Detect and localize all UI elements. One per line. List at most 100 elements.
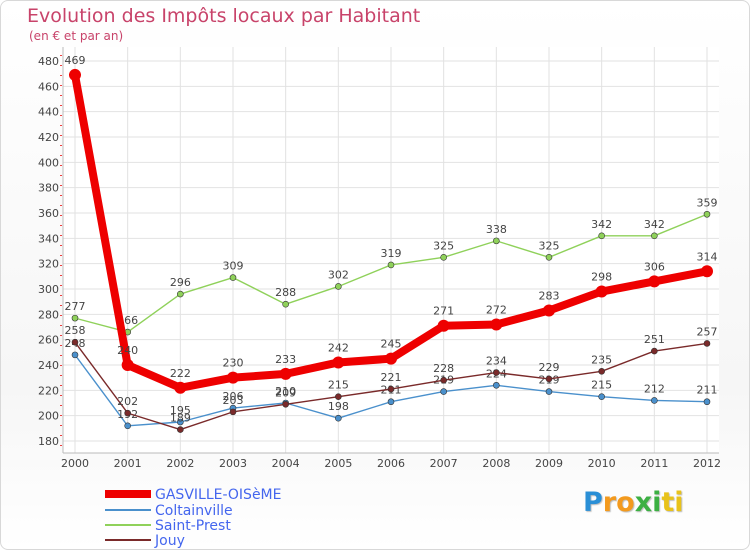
data-label: 342 (644, 218, 665, 231)
data-point (440, 254, 447, 261)
data-point (71, 314, 79, 322)
y-tick-label: 220 (38, 384, 59, 397)
y-tick-label: 380 (38, 182, 59, 195)
data-label: 288 (275, 286, 296, 299)
data-point (545, 388, 553, 395)
logo-letter: P (583, 487, 603, 518)
legend-label: Saint-Prest (155, 518, 231, 534)
data-label: 229 (539, 361, 560, 374)
data-label: 296 (170, 276, 191, 289)
data-point (651, 347, 658, 355)
data-point (595, 285, 608, 298)
logo-letter: i (674, 487, 684, 518)
data-label: 245 (381, 338, 402, 351)
x-tick-label: 2011 (640, 457, 668, 470)
data-label: 215 (328, 379, 349, 392)
y-tick-label: 440 (38, 106, 59, 119)
data-point (437, 319, 450, 332)
data-point (648, 275, 661, 288)
data-label: 314 (697, 250, 718, 263)
x-tick-label: 2005 (324, 457, 352, 470)
legend-label: GASVILLE-OISèME (155, 487, 281, 503)
logo-letter: r (602, 487, 617, 518)
data-label: 221 (381, 371, 402, 384)
x-tick-label: 2012 (693, 457, 721, 470)
data-point (177, 290, 184, 298)
chart-title: Evolution des Impôts locaux par Habitant (27, 5, 421, 27)
data-point (335, 283, 342, 290)
y-tick-label: 400 (38, 156, 59, 169)
x-tick-label: 2008 (482, 457, 510, 470)
data-label: 338 (486, 223, 507, 236)
proxiti-logo: Proxiti (583, 487, 684, 518)
y-tick-label: 460 (38, 80, 59, 93)
data-label: 251 (644, 333, 665, 346)
data-label: 202 (117, 395, 138, 408)
data-point (387, 385, 395, 393)
data-label: 306 (644, 260, 665, 273)
data-point (545, 254, 553, 261)
data-point (493, 381, 500, 389)
data-point (71, 351, 79, 359)
data-point (69, 68, 81, 81)
data-point (598, 232, 605, 240)
data-label: 258 (65, 324, 86, 337)
data-label: 234 (486, 355, 507, 368)
data-point (385, 352, 397, 365)
data-point (490, 318, 503, 331)
x-tick-label: 2007 (430, 457, 458, 470)
x-tick-label: 2000 (61, 457, 89, 470)
data-label: 298 (591, 271, 612, 284)
data-label: 198 (328, 400, 349, 413)
data-point (282, 400, 289, 408)
data-label: 206 (223, 390, 244, 403)
y-tick-label: 340 (38, 232, 59, 245)
data-point (387, 261, 395, 269)
data-label: 235 (591, 353, 612, 366)
y-tick-label: 480 (38, 55, 59, 68)
data-point (598, 393, 605, 400)
data-point (440, 376, 447, 384)
data-point (332, 356, 345, 369)
data-point (703, 210, 711, 218)
data-label: 469 (65, 54, 86, 67)
data-label: 242 (328, 341, 349, 354)
y-tick-label: 260 (38, 334, 59, 347)
data-point (493, 369, 500, 376)
data-label: 211 (697, 384, 718, 397)
data-point (651, 232, 658, 240)
x-tick-label: 2009 (535, 457, 563, 470)
y-tick-label: 200 (38, 410, 59, 423)
data-label: 272 (486, 303, 507, 316)
data-point (701, 265, 713, 278)
logo-letter: o (616, 487, 635, 518)
x-tick-label: 2004 (272, 457, 300, 470)
y-tick-label: 320 (38, 258, 59, 271)
data-point (703, 398, 711, 406)
x-tick-label: 2001 (114, 457, 142, 470)
data-point (335, 393, 342, 400)
data-point (124, 409, 131, 417)
data-point (229, 408, 237, 416)
data-label: 189 (170, 412, 191, 425)
data-label: 203 (223, 394, 244, 407)
logo-letter: t (661, 487, 675, 518)
data-label: 277 (65, 300, 86, 313)
chart-subtitle: (en € et par an) (29, 29, 124, 43)
data-label: 240 (117, 344, 138, 357)
data-point (174, 381, 187, 394)
data-label: 359 (697, 196, 718, 209)
data-label: 212 (644, 382, 665, 395)
data-label: 325 (539, 239, 560, 252)
x-tick-label: 2002 (166, 457, 194, 470)
data-label: 319 (381, 247, 402, 260)
data-point (177, 426, 184, 433)
data-label: 309 (223, 260, 244, 273)
data-label: 257 (697, 325, 718, 338)
y-tick-label: 280 (38, 308, 59, 321)
data-point (229, 274, 237, 281)
data-point (440, 388, 447, 395)
data-label: 233 (275, 353, 296, 366)
data-label: 325 (433, 239, 454, 252)
